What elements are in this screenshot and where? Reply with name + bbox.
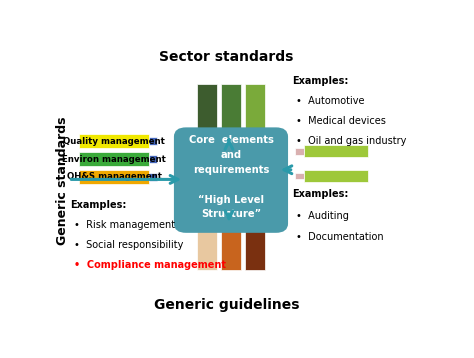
Bar bbox=[149, 137, 157, 145]
Text: •  Medical devices: • Medical devices bbox=[296, 116, 386, 126]
Text: •  Social responsibility: • Social responsibility bbox=[74, 240, 183, 250]
Bar bbox=[201, 213, 214, 219]
Text: Examples:: Examples: bbox=[292, 189, 349, 199]
Text: •  Compliance management: • Compliance management bbox=[74, 260, 226, 270]
Bar bbox=[80, 170, 149, 184]
Bar bbox=[221, 219, 241, 270]
Bar bbox=[80, 135, 149, 148]
Text: Generic guidelines: Generic guidelines bbox=[154, 298, 299, 312]
Bar bbox=[248, 213, 262, 219]
Text: •  Oil and gas industry: • Oil and gas industry bbox=[296, 136, 407, 146]
Bar bbox=[303, 170, 368, 182]
FancyBboxPatch shape bbox=[175, 129, 287, 232]
Text: •  Automotive: • Automotive bbox=[296, 96, 365, 106]
Text: •  Auditing: • Auditing bbox=[296, 211, 349, 221]
Bar bbox=[149, 155, 157, 163]
Text: Quality management: Quality management bbox=[64, 137, 165, 146]
Text: Examples:: Examples: bbox=[70, 200, 127, 210]
Bar bbox=[221, 84, 241, 135]
Text: •  Documentation: • Documentation bbox=[296, 232, 384, 242]
Bar bbox=[248, 135, 262, 141]
Text: Generic standards: Generic standards bbox=[55, 117, 69, 245]
Text: Core  elements
and
requirements

“High Level
Structure”: Core elements and requirements “High Lev… bbox=[189, 135, 273, 219]
Text: •  Risk management: • Risk management bbox=[74, 220, 175, 230]
Bar bbox=[245, 219, 265, 270]
Bar bbox=[197, 84, 217, 135]
Bar bbox=[303, 145, 368, 158]
Bar bbox=[245, 84, 265, 135]
Bar bbox=[197, 219, 217, 270]
Text: Sector standards: Sector standards bbox=[159, 50, 293, 64]
Bar bbox=[224, 135, 237, 141]
Text: Examples:: Examples: bbox=[292, 76, 349, 86]
Text: OH&S management: OH&S management bbox=[67, 173, 162, 182]
Bar bbox=[80, 153, 149, 166]
Bar bbox=[224, 213, 237, 219]
Bar bbox=[201, 135, 214, 141]
Bar bbox=[149, 173, 157, 180]
Bar bbox=[295, 173, 303, 179]
Text: Environ management: Environ management bbox=[63, 155, 166, 164]
Bar bbox=[295, 148, 303, 155]
